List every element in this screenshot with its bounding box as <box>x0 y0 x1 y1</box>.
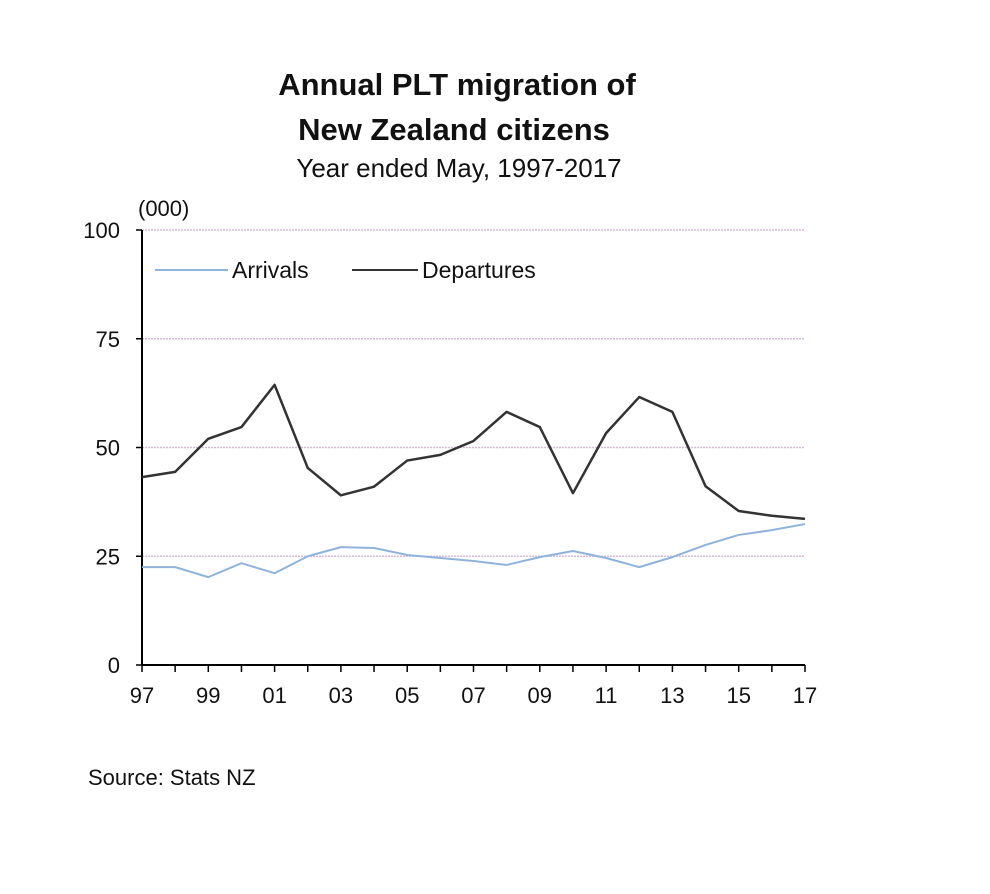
legend-label-departures: Departures <box>422 257 536 283</box>
y-axis-unit-label: (000) <box>138 196 189 221</box>
y-tick-label: 0 <box>108 653 120 678</box>
x-tick-label: 09 <box>528 683 552 708</box>
x-tick-label: 17 <box>793 683 817 708</box>
y-tick-label: 100 <box>83 218 120 243</box>
x-tick-label: 05 <box>395 683 419 708</box>
x-tick-label: 07 <box>461 683 485 708</box>
y-tick-label: 50 <box>96 436 120 461</box>
legend-label-arrivals: Arrivals <box>232 257 309 283</box>
x-tick-label: 15 <box>726 683 750 708</box>
source-note: Source: Stats NZ <box>88 765 256 790</box>
chart-title-line-2: New Zealand citizens <box>298 112 610 147</box>
y-tick-label: 25 <box>96 544 120 569</box>
x-tick-label: 01 <box>262 683 286 708</box>
x-tick-label: 99 <box>196 683 220 708</box>
chart-subtitle: Year ended May, 1997-2017 <box>296 153 621 183</box>
x-tick-label: 97 <box>130 683 154 708</box>
x-tick-label: 03 <box>329 683 353 708</box>
chart-title-line-1: Annual PLT migration of <box>278 67 636 102</box>
x-tick-label: 13 <box>660 683 684 708</box>
x-tick-label: 11 <box>595 683 618 708</box>
series-line-departures <box>141 383 806 521</box>
series-line-arrivals <box>142 523 806 579</box>
y-tick-label: 75 <box>96 327 120 352</box>
